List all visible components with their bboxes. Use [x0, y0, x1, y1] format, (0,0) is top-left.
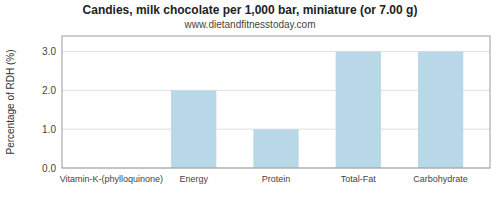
subtitle: www.dietandfitnesstoday.com — [184, 19, 316, 30]
page: {"chart_data": {"type": "bar", "title": … — [0, 0, 500, 200]
x-tick-label: Energy — [179, 174, 208, 184]
y-tick-label: 0.0 — [42, 163, 56, 174]
y-tick-label: 2.0 — [42, 85, 56, 96]
y-tick-label: 1.0 — [42, 124, 56, 135]
bar — [418, 52, 463, 168]
title: Candies, milk chocolate per 1,000 bar, m… — [83, 3, 418, 17]
y-axis-label: Percentage of RDH (%) — [5, 49, 16, 154]
chart: Candies, milk chocolate per 1,000 bar, m… — [0, 0, 500, 200]
x-tick-label: Carbohydrate — [413, 174, 468, 184]
bar — [253, 129, 298, 168]
plot-frame — [62, 36, 490, 168]
x-tick-label: Total-Fat — [341, 174, 377, 184]
bar — [171, 90, 216, 168]
x-tick-label: Protein — [262, 174, 291, 184]
y-tick-label: 3.0 — [42, 46, 56, 57]
bars — [171, 52, 463, 168]
x-tick-label: Vitamin-K-(phylloquinone) — [60, 174, 163, 184]
bar — [336, 52, 381, 168]
